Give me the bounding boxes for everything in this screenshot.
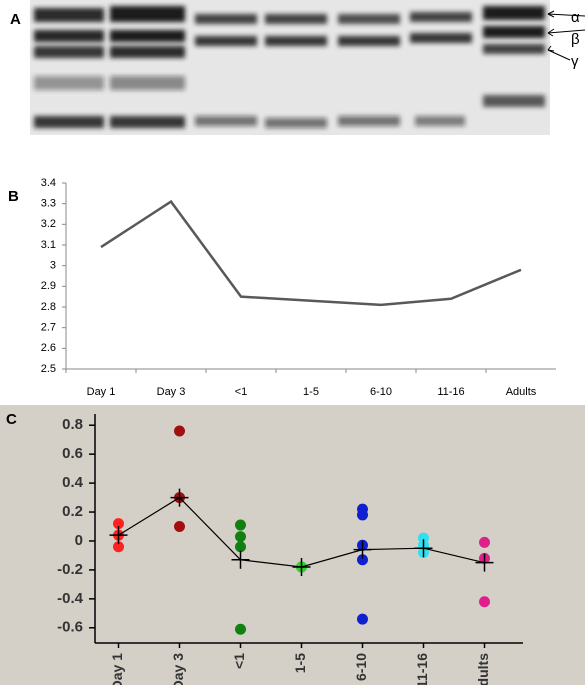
x-tick-label: 11-16 — [414, 653, 430, 685]
y-tick-label: 0.2 — [62, 503, 83, 520]
y-tick-label: 3.3 — [41, 198, 56, 210]
y-tick-label: 2.8 — [41, 301, 56, 313]
mean-marker — [292, 558, 311, 577]
band-label: β — [571, 31, 580, 48]
band-label: α — [571, 9, 580, 26]
x-tick-label: Day 3 — [157, 386, 186, 398]
point — [235, 531, 246, 543]
point — [357, 509, 368, 521]
point — [235, 519, 246, 531]
y-tick-label: 3.1 — [41, 239, 56, 251]
x-tick-label: 6-10 — [353, 653, 369, 681]
y-tick-label: -0.4 — [57, 590, 84, 607]
y-tick-label: 2.6 — [41, 342, 56, 354]
y-tick-label: 0.4 — [62, 474, 84, 491]
mean-marker — [170, 488, 189, 507]
x-tick-label: 6-10 — [370, 386, 392, 398]
point — [479, 536, 490, 548]
mean-marker — [475, 553, 494, 572]
gel — [30, 0, 585, 135]
band-label: γ — [571, 53, 579, 70]
mean-marker — [109, 526, 128, 545]
x-tick-label: Day 3 — [170, 653, 186, 685]
y-tick-label: 0 — [75, 532, 83, 549]
y-tick-label: 0.6 — [62, 445, 83, 462]
y-tick-label: -0.2 — [57, 561, 83, 578]
y-tick-label: 2.9 — [41, 280, 56, 292]
y-tick-label: 2.5 — [41, 363, 56, 375]
y-tick-label: -0.6 — [57, 619, 83, 636]
x-tick-label: <1 — [231, 653, 247, 669]
point — [174, 521, 185, 532]
x-tick-label: 1-5 — [292, 653, 308, 673]
point — [479, 596, 490, 608]
point — [235, 623, 246, 635]
x-tick-label: Day 1 — [109, 653, 125, 685]
y-tick-label: 2.7 — [41, 322, 56, 334]
y-tick-label: 3.4 — [41, 177, 56, 189]
mean-marker — [353, 540, 372, 559]
point — [357, 554, 368, 566]
y-tick-label: 3 — [50, 260, 56, 272]
x-tick-label: Adults — [475, 653, 491, 685]
y-tick-label: 0.8 — [62, 416, 83, 433]
y-tick-label: 3.2 — [41, 218, 56, 230]
panel-label: C — [6, 411, 17, 428]
point — [113, 541, 124, 553]
x-tick-label: <1 — [235, 386, 248, 398]
point — [174, 425, 185, 437]
x-tick-label: 1-5 — [303, 386, 319, 398]
point — [235, 541, 246, 553]
x-tick-label: Day 1 — [87, 386, 116, 398]
point — [357, 613, 368, 625]
point — [113, 518, 124, 530]
x-tick-label: 11-16 — [437, 386, 464, 398]
mean-marker — [231, 550, 250, 569]
x-tick-label: Adults — [506, 386, 537, 398]
mean-marker — [414, 539, 433, 558]
panel-label: A — [10, 11, 21, 28]
panel-label: B — [8, 188, 19, 205]
line — [100, 199, 522, 307]
